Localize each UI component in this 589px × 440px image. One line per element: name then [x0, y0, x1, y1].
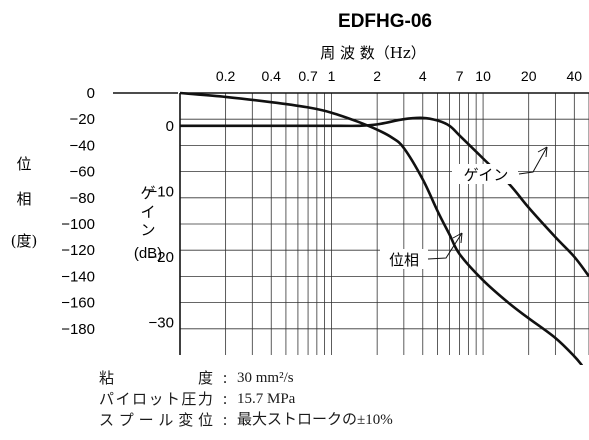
note-label-char: ー	[138, 411, 154, 429]
x-tick-label: 0.7	[298, 68, 318, 84]
note-label-char: 変	[178, 411, 194, 429]
gain-tick-label: −20	[149, 249, 174, 266]
x-tick-label: 40	[567, 68, 583, 84]
phase-axis-label: (度)	[11, 232, 38, 250]
note-label-char: 度	[197, 369, 213, 387]
gain-leader-line	[518, 146, 548, 175]
series-lines	[179, 91, 589, 365]
bode-chart: EDFHG-06 周 波 数（Hz） 0.2 0.4 0.7 1 2 4 7 10 20 40 0…	[11, 11, 589, 365]
phase-tick-label: −100	[61, 216, 95, 233]
phase-tick-label: −140	[61, 268, 95, 285]
x-tick-label: 20	[521, 68, 537, 84]
gain-axis-label: (dB)	[134, 245, 162, 262]
phase-tick-label: −40	[70, 137, 95, 154]
note-label-viscosity: 粘度	[99, 368, 213, 389]
x-tick-labels: 0.2 0.4 0.7 1 2 4 7 10 20 40	[216, 68, 582, 84]
x-tick-label: 4	[419, 68, 427, 84]
phase-tick-label: −20	[70, 111, 95, 128]
plot-grid	[179, 92, 589, 355]
chart-title: EDFHG-06	[338, 11, 432, 32]
x-tick-label: 10	[475, 68, 491, 84]
note-label-char: ロ	[131, 390, 147, 408]
gain-axis: 0 −10 −20 −30 ゲイン (dB)	[134, 118, 174, 332]
note-pilot-pressure: パイロット圧力 : 15.7 MPa	[99, 389, 393, 410]
note-colon: :	[222, 369, 228, 387]
gain-curve	[180, 116, 589, 278]
phase-leader-line	[427, 232, 463, 260]
x-tick-label: 0.2	[216, 68, 236, 84]
phase-tick-label: 0	[87, 85, 95, 102]
note-value-viscosity: 30 mm²/s	[237, 370, 294, 386]
note-label-char: ト	[164, 390, 180, 408]
phase-axis-label: 相	[16, 190, 31, 208]
phase-arrow-icon	[452, 232, 463, 244]
note-value-spool-displacement: 最大ストロークの±10%	[237, 412, 393, 428]
x-tick-label: 2	[373, 68, 381, 84]
phase-curve	[179, 91, 584, 365]
note-colon: :	[222, 390, 228, 408]
note-label-char: 圧	[181, 390, 197, 408]
test-conditions: 粘度 : 30 mm²/s パイロット圧力 : 15.7 MPa スプール変位 …	[99, 368, 393, 431]
x-axis-label: 周 波 数（Hz）	[320, 44, 426, 62]
note-label-char: イ	[115, 390, 131, 408]
phase-annotation: 位相	[389, 251, 419, 269]
phase-tick-label: −120	[61, 242, 95, 259]
note-spool-displacement: スプール変位 : 最大ストロークの±10%	[99, 410, 393, 431]
note-label-char: 位	[197, 411, 213, 429]
phase-tick-label: −180	[61, 321, 95, 338]
note-colon: :	[222, 411, 228, 429]
gain-axis-label: ン	[140, 221, 155, 239]
gain-axis-label: イ	[140, 203, 155, 221]
gain-tick-label: 0	[166, 118, 174, 135]
gain-tick-label: −10	[149, 183, 174, 200]
phase-tick-label: −80	[70, 190, 95, 207]
phase-tick-label: −60	[70, 164, 95, 181]
note-label-char: 力	[197, 390, 213, 408]
note-label-char: プ	[118, 411, 134, 429]
gain-annotation: ゲイン	[464, 166, 509, 184]
note-value-pilot-pressure: 15.7 MPa	[237, 391, 296, 407]
phase-axis-label: 位	[16, 155, 31, 173]
note-label-char: ス	[99, 411, 115, 429]
x-tick-label: 0.4	[262, 68, 282, 84]
note-label-char: ッ	[148, 390, 164, 408]
gain-axis-label: ゲ	[140, 184, 155, 202]
note-label-char: ル	[158, 411, 174, 429]
note-label-pilot-pressure: パイロット圧力	[99, 389, 213, 410]
phase-annotation-bg	[380, 249, 428, 269]
gain-annotation-bg	[452, 164, 518, 184]
phase-tick-label: −160	[61, 295, 95, 312]
note-label-char: 粘	[99, 369, 115, 387]
note-viscosity: 粘度 : 30 mm²/s	[99, 368, 393, 389]
gain-arrow-icon	[537, 146, 548, 158]
note-label-spool-displacement: スプール変位	[99, 410, 213, 431]
gain-tick-label: −30	[149, 314, 174, 331]
x-tick-label: 7	[456, 68, 464, 84]
x-tick-label: 1	[328, 68, 336, 84]
note-label-char: パ	[99, 390, 115, 408]
